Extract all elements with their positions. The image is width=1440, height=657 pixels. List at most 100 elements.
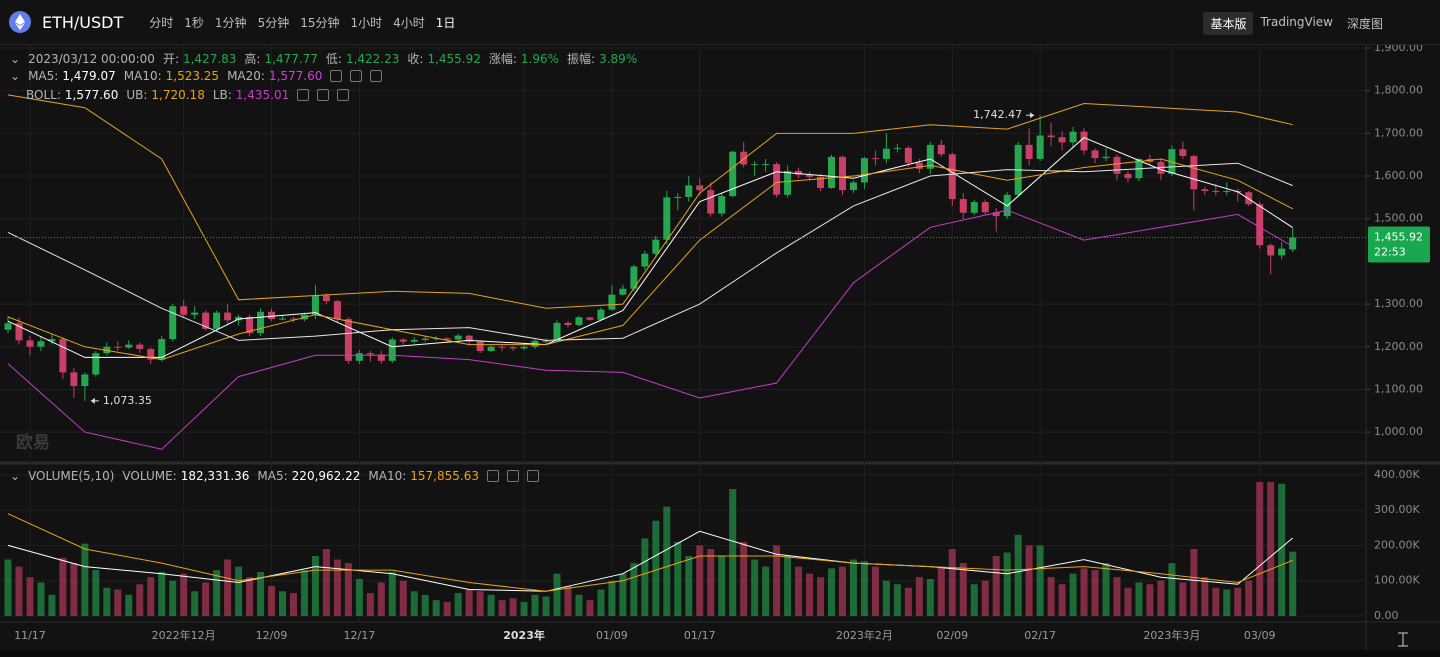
candle-body bbox=[1102, 156, 1110, 159]
close-button[interactable] bbox=[337, 89, 350, 101]
candle-body bbox=[279, 318, 286, 320]
candle-body bbox=[1124, 173, 1132, 179]
candle-body bbox=[1113, 156, 1121, 174]
y-tick-label: 1,700.00 bbox=[1374, 126, 1423, 139]
volume-bar bbox=[1080, 568, 1088, 617]
volume-bar bbox=[257, 571, 265, 617]
candle-body bbox=[311, 295, 319, 315]
ma-value: 1,523.25 bbox=[165, 69, 220, 83]
volume-bar bbox=[860, 561, 868, 617]
candle-body bbox=[685, 185, 693, 197]
view-tab[interactable]: 基本版 bbox=[1203, 12, 1254, 35]
settings-button[interactable] bbox=[350, 70, 363, 82]
volume-bar bbox=[1256, 481, 1264, 617]
volume-bar bbox=[169, 580, 177, 617]
volume-bar bbox=[740, 541, 748, 617]
candle-body bbox=[443, 338, 451, 340]
interval-group: 分时 1秒 1分钟 5分钟 15分钟 1小时 4小时 1日 bbox=[149, 14, 466, 31]
volume-bar bbox=[575, 594, 583, 617]
collapse-icon[interactable]: ⌄ bbox=[10, 469, 21, 483]
volume-bar bbox=[476, 591, 484, 617]
last-price-tag bbox=[1368, 226, 1430, 263]
volume-bar bbox=[377, 582, 385, 617]
view-tab[interactable]: TradingView bbox=[1260, 15, 1333, 29]
x-tick-label: 2023年3月 bbox=[1143, 628, 1200, 642]
x-tick-label: 12/09 bbox=[256, 629, 288, 642]
volume-bar bbox=[300, 570, 308, 617]
candle-body bbox=[355, 353, 363, 361]
candle-body bbox=[498, 346, 506, 348]
volume-bar bbox=[751, 559, 759, 617]
volume-bar bbox=[388, 571, 396, 617]
close-button[interactable] bbox=[526, 470, 539, 482]
volume-bar bbox=[871, 566, 879, 617]
candle-body bbox=[1190, 155, 1198, 190]
candle-body bbox=[191, 312, 199, 315]
countdown-label: 22:53 bbox=[1374, 246, 1406, 259]
interval[interactable]: 1日 bbox=[435, 15, 456, 30]
last-price-label: 1,455.92 bbox=[1374, 231, 1423, 244]
candle-body bbox=[1168, 149, 1176, 174]
candle-body bbox=[48, 339, 56, 342]
volume-bar bbox=[81, 543, 89, 617]
collapse-icon[interactable]: ⌄ bbox=[10, 69, 21, 83]
interval[interactable]: 15分钟 bbox=[300, 15, 340, 30]
candle-body bbox=[784, 170, 792, 195]
collapse-icon[interactable]: ⌄ bbox=[10, 51, 21, 66]
volume-bar bbox=[564, 586, 572, 617]
ma-name: MA10: bbox=[123, 69, 162, 83]
volume-bar bbox=[1135, 582, 1143, 617]
view-tab[interactable]: 深度图 bbox=[1346, 17, 1383, 31]
scale-reset-button[interactable] bbox=[1398, 632, 1408, 647]
candle-body bbox=[575, 317, 583, 325]
volume-bar bbox=[92, 570, 100, 617]
x-tick-label: 12/17 bbox=[344, 629, 376, 642]
candle-body bbox=[674, 196, 682, 198]
y-tick-label: 1,000.00 bbox=[1374, 425, 1423, 438]
interval[interactable]: 分时 bbox=[149, 15, 174, 30]
volume-ma-line bbox=[7, 513, 1293, 592]
candle-body bbox=[476, 341, 484, 352]
candle-body bbox=[608, 294, 616, 310]
volume-bar bbox=[125, 594, 133, 617]
volume-bar bbox=[718, 556, 726, 617]
eye-button[interactable] bbox=[330, 70, 343, 82]
candle-body bbox=[915, 162, 923, 169]
ma-value: 1,479.07 bbox=[62, 69, 116, 83]
interval[interactable]: 1分钟 bbox=[214, 15, 247, 30]
volume-bar bbox=[399, 580, 407, 617]
volume-bar bbox=[685, 556, 693, 617]
volume-bar bbox=[235, 566, 243, 617]
candle-body bbox=[586, 317, 594, 320]
interval[interactable]: 5分钟 bbox=[257, 15, 290, 30]
close-button[interactable] bbox=[370, 70, 383, 82]
y-tick-label: 100.00K bbox=[1374, 574, 1420, 587]
icon-glyph bbox=[15, 14, 25, 30]
settings-button[interactable] bbox=[506, 470, 519, 482]
candle-body bbox=[1025, 144, 1033, 159]
view-tabs: 基本版 TradingView 深度图 bbox=[1203, 12, 1390, 35]
volume-bar bbox=[948, 548, 956, 617]
candle-body bbox=[114, 346, 122, 348]
eye-button[interactable] bbox=[486, 470, 499, 482]
interval[interactable]: 1秒 bbox=[184, 15, 204, 30]
candle-body bbox=[817, 176, 825, 188]
y-tick-label: 1,800.00 bbox=[1374, 84, 1423, 97]
annotation-label: 1,073.35 bbox=[103, 394, 152, 407]
candle-body bbox=[1179, 149, 1187, 156]
interval[interactable]: 1小时 bbox=[350, 15, 383, 30]
settings-button[interactable] bbox=[317, 89, 330, 101]
interval[interactable]: 4小时 bbox=[393, 15, 425, 30]
eye-button[interactable] bbox=[297, 89, 310, 101]
volume-bar bbox=[1146, 584, 1154, 617]
candle-body bbox=[1201, 189, 1209, 191]
field-value: 1,455.92 bbox=[427, 51, 481, 66]
candle-body bbox=[465, 335, 473, 342]
band-value: 1,435.01 bbox=[235, 88, 290, 102]
volume-bar bbox=[970, 584, 978, 617]
ma-line bbox=[7, 158, 1293, 361]
ma-name: MA20: bbox=[227, 69, 265, 83]
symbol[interactable]: ETH/USDT bbox=[42, 12, 124, 32]
candle-body bbox=[377, 354, 385, 361]
